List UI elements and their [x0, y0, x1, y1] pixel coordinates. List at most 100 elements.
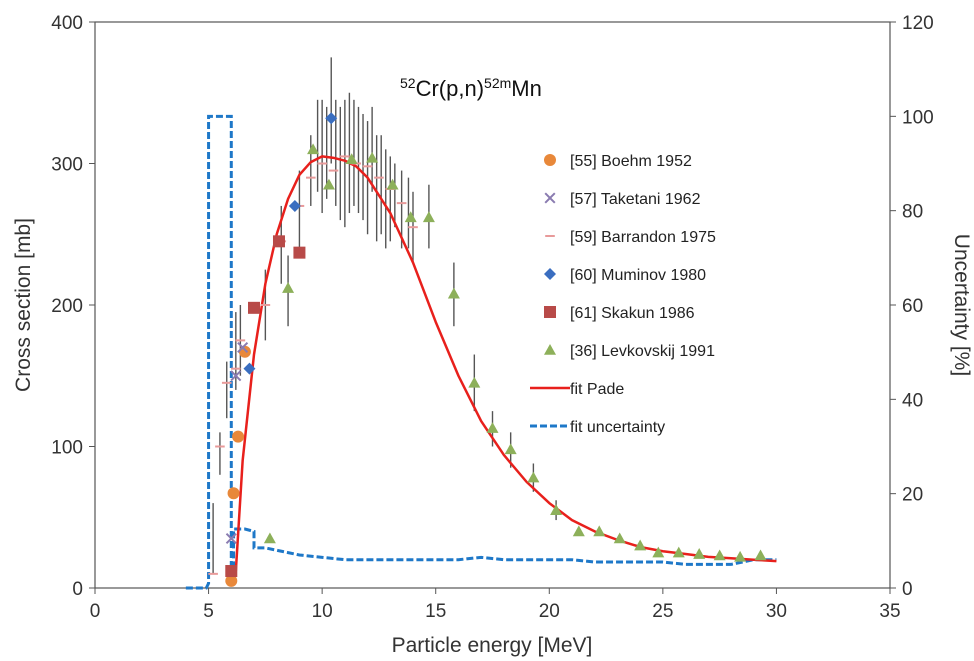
chart-title: 52Cr(p,n)52mMn	[400, 75, 542, 101]
y2-tick-label: 100	[902, 107, 934, 128]
levkovskij-point	[593, 525, 606, 537]
legend-item: [60] Muminov 1980	[544, 267, 706, 284]
skakun-point	[248, 301, 260, 314]
legend-swatch	[544, 306, 556, 318]
title-text: Mn	[511, 76, 542, 101]
legend-label: [60] Muminov 1980	[570, 267, 706, 284]
levkovskij-point	[486, 422, 499, 433]
plot-frame	[94, 21, 891, 589]
x-tick-label: 25	[652, 601, 673, 622]
fit-line	[234, 155, 777, 572]
skakun-point	[272, 235, 285, 248]
legend-label: [61] Skakun 1986	[570, 305, 695, 322]
x-stroke	[225, 532, 237, 544]
fit-series-line	[234, 155, 777, 572]
legend-item: [61] Skakun 1986	[544, 305, 695, 322]
levkovskij-point	[307, 143, 320, 155]
legend-label: [57] Taketani 1962	[570, 191, 701, 208]
levkovskij-point	[447, 287, 460, 299]
y-axis-title: Cross section [mb]	[12, 218, 35, 392]
levkovskij-point	[282, 282, 295, 293]
y2-tick-label: 40	[902, 390, 923, 411]
levkovskij-point	[672, 546, 685, 558]
legend-item: fit Pade	[530, 381, 624, 398]
x-tick-label: 30	[766, 601, 787, 622]
legend-item: [59] Barrandon 1975	[545, 229, 716, 246]
x-stroke	[544, 192, 556, 204]
muminov-point	[325, 112, 338, 125]
y-axis: 0 100 200 300 400	[51, 13, 95, 600]
legend-item: [55] Boehm 1952	[544, 153, 692, 170]
x-tick-label: 0	[90, 601, 101, 622]
title-superscript: 52m	[484, 75, 511, 91]
y-tick-label: 200	[51, 296, 83, 317]
x-tick-label: 5	[203, 601, 214, 622]
x-axis: 0 5 10 15 20 25 30 35	[90, 588, 901, 622]
levkovskij-point	[550, 504, 563, 515]
x-tick-label: 15	[425, 601, 446, 622]
legend-item: fit uncertainty	[530, 419, 665, 436]
boehm-point	[225, 574, 238, 587]
legend-label: fit uncertainty	[570, 419, 665, 436]
y2-tick-label: 80	[902, 202, 923, 223]
levkovskij-point	[527, 471, 540, 483]
muminov-point	[243, 362, 256, 375]
y2-axis-title: Uncertainty [%]	[950, 234, 973, 376]
boehm-point	[238, 345, 251, 358]
x-stroke	[230, 370, 242, 382]
levkovskij-point	[613, 532, 626, 544]
levkovskij-point	[263, 532, 276, 544]
x-axis-title: Particle energy [MeV]	[392, 634, 593, 657]
levkovskij-point	[404, 211, 417, 223]
boehm-point	[232, 430, 245, 443]
y-tick-label: 300	[51, 155, 83, 176]
y2-tick-label: 60	[902, 296, 923, 317]
legend-item: [57] Taketani 1962	[544, 191, 701, 208]
x-tick-label: 10	[312, 601, 333, 622]
legend-label: [36] Levkovskij 1991	[570, 343, 715, 360]
levkovskij-point	[754, 549, 767, 561]
x-tick-label: 35	[879, 601, 900, 622]
taketani-point	[237, 341, 249, 353]
legend-swatch	[544, 192, 556, 204]
y2-tick-label: 20	[902, 485, 923, 506]
legend-swatch	[544, 154, 556, 166]
legend-swatch	[544, 268, 556, 280]
legend-item: [36] Levkovskij 1991	[544, 343, 715, 360]
error-bars	[212, 57, 557, 574]
title-text: Cr(p,n)	[416, 76, 484, 101]
levkovskij-point	[634, 539, 647, 551]
legend: [55] Boehm 1952 [57] Taketani 1962 [59] Ba…	[530, 153, 716, 436]
taketani-point	[230, 370, 242, 382]
y-tick-label: 0	[72, 579, 83, 600]
taketani-point	[225, 532, 237, 544]
x-tick-label: 20	[539, 601, 560, 622]
levkovskij-point	[734, 550, 747, 562]
levkovskij-point	[504, 443, 517, 455]
boehm-point	[227, 487, 240, 500]
data-markers	[208, 112, 767, 587]
levkovskij-point	[366, 151, 379, 163]
levkovskij-point	[652, 546, 665, 558]
x-stroke	[237, 341, 249, 353]
y2-axis: 0 20 40 60 80 100 120	[890, 13, 934, 600]
legend-label: [59] Barrandon 1975	[570, 229, 716, 246]
y-tick-label: 100	[51, 438, 83, 459]
uncertainty-series-line	[185, 114, 777, 590]
y2-tick-label: 0	[902, 579, 913, 600]
levkovskij-point	[422, 211, 435, 223]
muminov-point	[288, 199, 301, 212]
uncertainty-line	[185, 114, 777, 590]
y-tick-label: 400	[51, 13, 83, 34]
skakun-point	[225, 565, 238, 578]
title-superscript: 52	[400, 75, 416, 91]
legend-swatch	[544, 344, 556, 355]
levkovskij-point	[386, 178, 399, 190]
levkovskij-point	[693, 548, 706, 559]
levkovskij-point	[572, 525, 585, 537]
levkovskij-point	[468, 376, 481, 388]
legend-label: fit Pade	[570, 381, 624, 398]
levkovskij-point	[713, 549, 726, 561]
y2-tick-label: 120	[902, 13, 934, 34]
